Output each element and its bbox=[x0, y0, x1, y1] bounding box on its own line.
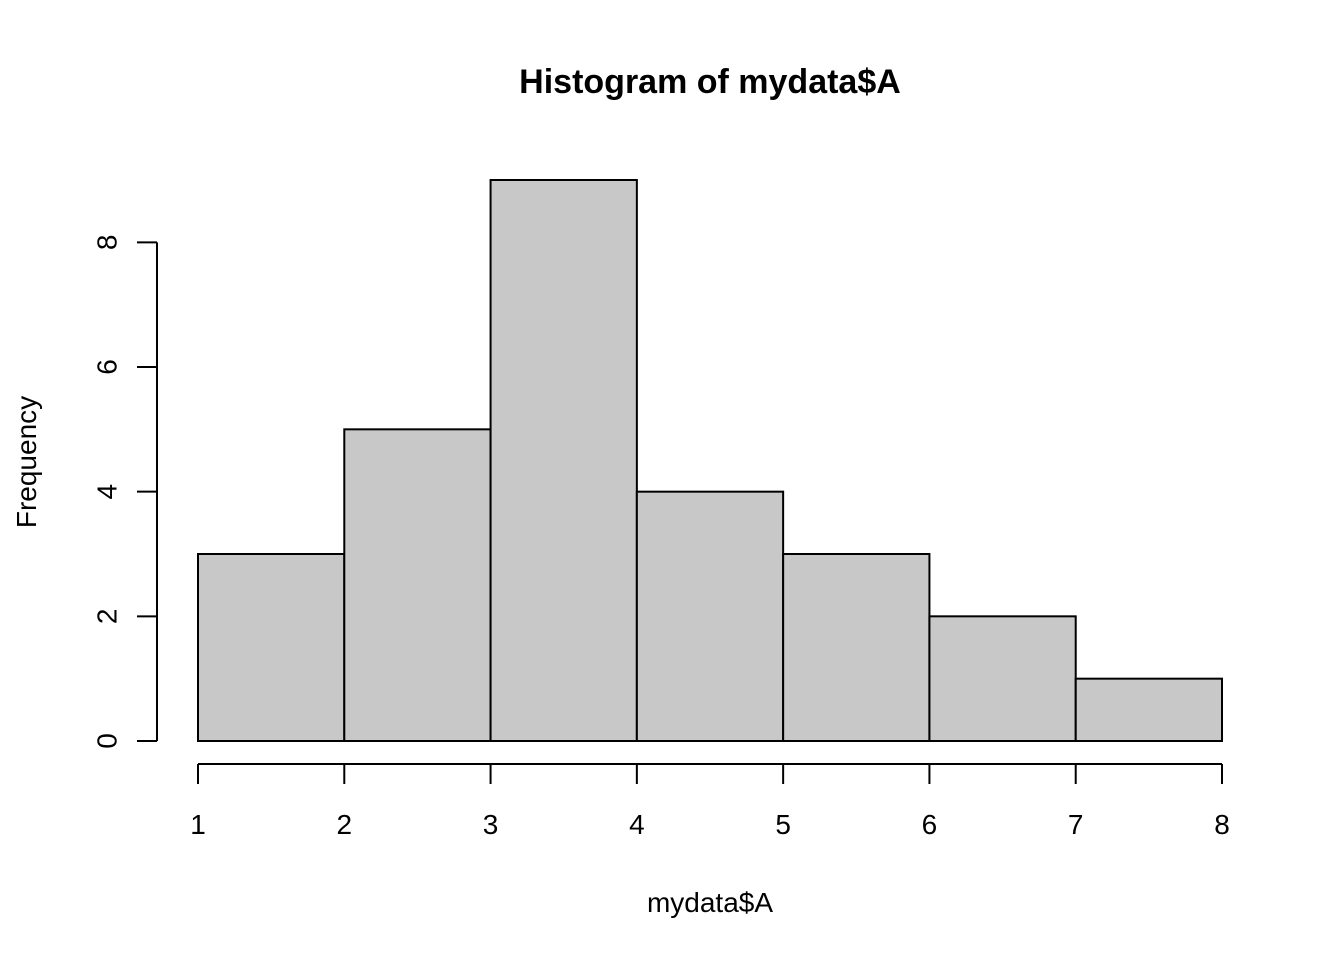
y-tick-label: 0 bbox=[91, 733, 122, 749]
histogram-bar-4 bbox=[635, 490, 785, 742]
y-tick-label: 6 bbox=[91, 359, 122, 375]
histogram-bar-1 bbox=[197, 553, 346, 742]
x-tick-label: 1 bbox=[190, 809, 206, 840]
y-tick-label: 2 bbox=[91, 609, 122, 625]
x-tick-label: 7 bbox=[1068, 809, 1084, 840]
bars-group bbox=[197, 179, 1223, 743]
y-axis: 0 2 4 6 8 bbox=[91, 235, 158, 749]
histogram-bar-2 bbox=[343, 428, 492, 742]
histogram-bar-6 bbox=[928, 615, 1077, 742]
histogram-bar-3 bbox=[489, 179, 638, 742]
y-tick-label: 8 bbox=[91, 235, 122, 251]
histogram-bar-7 bbox=[1074, 677, 1223, 743]
x-tick-label: 8 bbox=[1214, 809, 1230, 840]
x-tick-label: 4 bbox=[629, 809, 645, 840]
x-axis: 1 2 3 4 5 6 7 8 bbox=[190, 763, 1230, 840]
x-tick-label: 5 bbox=[775, 809, 791, 840]
y-axis-label: Frequency bbox=[11, 396, 42, 528]
x-axis-label: mydata$A bbox=[647, 887, 773, 918]
histogram-bar-5 bbox=[782, 553, 931, 742]
chart-title: Histogram of mydata$A bbox=[519, 63, 901, 101]
x-tick-label: 6 bbox=[922, 809, 938, 840]
y-tick-label: 4 bbox=[91, 484, 122, 500]
x-tick-label: 3 bbox=[483, 809, 499, 840]
x-tick-label: 2 bbox=[336, 809, 352, 840]
